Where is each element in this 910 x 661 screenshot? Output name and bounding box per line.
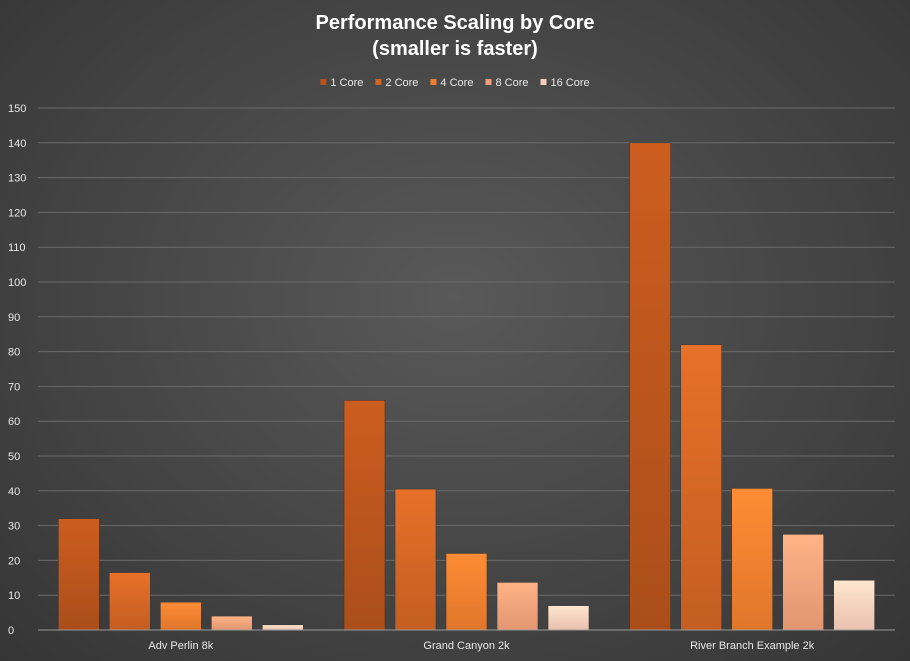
- x-axis: Adv Perlin 8k Grand Canyon 2k River Branch…: [38, 629, 895, 652]
- bar-river-branch-example-2k-1-core: [629, 142, 671, 631]
- y-tick-label: 60: [8, 416, 20, 428]
- y-tick-label: 0: [8, 625, 14, 637]
- y-axis: 0 10 20 30 40 50 60 70 80 90 100 110 120 130 140 150: [8, 103, 26, 637]
- bars: [58, 142, 875, 631]
- legend-swatch: [540, 79, 547, 85]
- legend-swatch: [485, 79, 492, 85]
- legend-label: 2 Core: [385, 77, 418, 89]
- gridlines: [38, 107, 895, 596]
- bar-adv-perlin-8k-1-core: [58, 518, 100, 631]
- legend-item-8-core: 8 Core: [485, 77, 528, 89]
- legend-label: 16 Core: [550, 77, 589, 89]
- y-tick-label: 30: [8, 521, 20, 533]
- bar-river-branch-example-2k-16-core: [833, 579, 875, 631]
- legend-swatch: [320, 79, 327, 85]
- bar-river-branch-example-2k-4-core: [731, 488, 773, 631]
- x-tick-label: Grand Canyon 2k: [423, 640, 510, 652]
- y-tick-label: 80: [8, 347, 20, 359]
- bar-adv-perlin-8k-2-core: [109, 572, 151, 631]
- bar-river-branch-example-2k-2-core: [680, 344, 722, 631]
- chart-subtitle: (smaller is faster): [372, 38, 538, 60]
- y-tick-label: 20: [8, 555, 20, 567]
- bar-grand-canyon-2k-4-core: [445, 553, 488, 631]
- legend-item-2-core: 2 Core: [375, 77, 418, 89]
- x-tick-label: River Branch Example 2k: [690, 640, 815, 652]
- y-tick-label: 40: [8, 486, 20, 498]
- bar-river-branch-example-2k-8-core: [782, 533, 824, 631]
- bar-adv-perlin-8k-16-core: [262, 624, 304, 631]
- legend-label: 8 Core: [495, 77, 528, 89]
- bar-grand-canyon-2k-8-core: [496, 582, 539, 631]
- bar-grand-canyon-2k-1-core: [343, 400, 386, 631]
- bar-adv-perlin-8k-4-core: [160, 601, 202, 631]
- bar-grand-canyon-2k-2-core: [394, 488, 437, 631]
- legend-item-1-core: 1 Core: [320, 77, 363, 89]
- legend-swatch: [430, 79, 437, 85]
- chart-title: Performance Scaling by Core: [316, 12, 595, 34]
- y-tick-label: 70: [8, 381, 20, 393]
- y-tick-label: 140: [8, 138, 26, 150]
- y-tick-label: 110: [8, 242, 26, 254]
- x-tick-label: Adv Perlin 8k: [148, 640, 213, 652]
- legend-label: 1 Core: [330, 77, 363, 89]
- y-tick-label: 10: [8, 590, 20, 602]
- legend-label: 4 Core: [440, 77, 473, 89]
- y-tick-label: 130: [8, 173, 26, 185]
- legend-item-16-core: 16 Core: [540, 77, 590, 89]
- legend-item-4-core: 4 Core: [430, 77, 473, 89]
- y-tick-label: 120: [8, 207, 26, 219]
- y-tick-label: 50: [8, 451, 20, 463]
- bar-adv-perlin-8k-8-core: [211, 615, 253, 631]
- y-tick-label: 100: [8, 277, 26, 289]
- bar-grand-canyon-2k-16-core: [547, 605, 590, 631]
- legend: 1 Core 2 Core 4 Core 8 Core 16 Core: [320, 77, 590, 89]
- legend-swatch: [375, 79, 382, 85]
- y-tick-label: 90: [8, 312, 20, 324]
- y-tick-label: 150: [8, 103, 26, 115]
